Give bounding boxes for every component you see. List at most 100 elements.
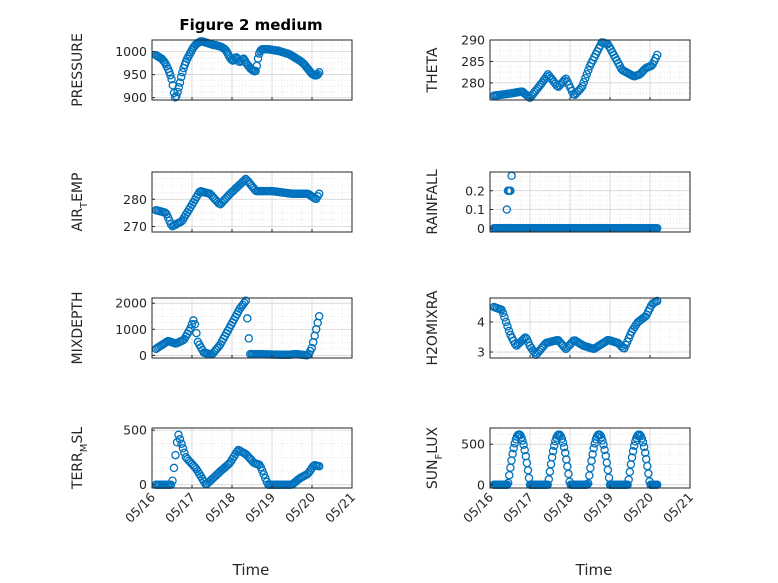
data-point: [523, 466, 533, 475]
data-point: [178, 444, 188, 453]
subplot-h2omixra: 3 4 H2OMIXRA: [425, 290, 691, 366]
sunflux-points: [489, 430, 662, 490]
sunflux-y-axis-label: SUNFLUX: [425, 426, 445, 489]
data-point: [640, 448, 650, 457]
data-point: [314, 189, 324, 199]
rainfall-y-axis-label: RAINFALL: [425, 169, 441, 234]
data-point: [508, 449, 517, 459]
x-tick-label: 05/19: [580, 489, 616, 525]
x-tick-label: 05/16: [122, 489, 158, 525]
y-tick-label: 1000: [115, 322, 147, 337]
data-point: [503, 322, 512, 331]
y-tick-label: 2000: [115, 296, 147, 311]
data-point: [258, 466, 267, 475]
data-point: [581, 73, 590, 83]
subplot-theta: 280 285 290 THETA: [425, 33, 691, 103]
data-point: [307, 343, 316, 353]
data-point: [314, 68, 324, 77]
subplot-grid: 900 950 1000 PRESSURE 280 285 290 THETA 270 280 AI…: [70, 33, 696, 526]
data-point: [600, 445, 609, 455]
data-point: [579, 77, 589, 87]
data-point: [639, 442, 649, 452]
data-point: [644, 469, 653, 478]
data-point: [652, 296, 662, 306]
y-tick-label: 500: [123, 423, 147, 438]
airtemp-y-axis-label: AIRTEMP: [70, 173, 90, 232]
data-point: [189, 316, 198, 325]
mixdepth-axes-frame: [151, 297, 353, 359]
data-point: [505, 470, 514, 480]
subplot-mixdepth: 0 1000 2000 MIXDEPTH: [70, 292, 353, 364]
data-point: [500, 313, 509, 322]
sunflux-axes-frame: [489, 427, 691, 489]
data-point: [524, 473, 534, 483]
data-point: [583, 479, 593, 488]
subplot-airtemp: 270 280 AIRTEMP: [70, 171, 353, 234]
data-point: [507, 171, 516, 181]
data-point: [314, 312, 324, 321]
data-point: [518, 436, 527, 445]
airtemp-axes-frame: [151, 171, 353, 233]
data-point: [502, 205, 512, 214]
data-point: [603, 465, 613, 475]
data-point: [549, 441, 559, 450]
data-point: [509, 443, 518, 453]
data-point: [251, 66, 260, 76]
x-tick-label: 05/16: [460, 489, 496, 525]
theta-y-axis-label: THETA: [425, 47, 441, 93]
y-tick-label: 0: [139, 477, 147, 492]
pressure-points: [151, 37, 324, 102]
data-point: [168, 476, 177, 485]
y-tick-label: 4: [477, 315, 485, 330]
data-point: [498, 308, 508, 318]
subplot-terrmsl: 0 500 05/16 05/17 05/18 05/19 05/20 05/21 TERRMS…: [70, 423, 358, 526]
x-tick-label: 05/18: [540, 489, 576, 525]
data-point: [504, 326, 514, 336]
data-point: [240, 176, 249, 185]
theta-points: [489, 38, 662, 103]
data-point: [174, 83, 184, 92]
data-point: [240, 298, 249, 308]
y-tick-label: 285: [461, 54, 485, 69]
h2omixra-y-axis-label: H2OMIXRA: [425, 290, 441, 365]
data-point: [604, 473, 614, 482]
y-tick-label: 3: [477, 345, 485, 360]
data-point: [627, 453, 637, 462]
data-point: [545, 467, 555, 476]
y-tick-label: 290: [461, 33, 485, 48]
data-point: [313, 69, 323, 79]
y-tick-label: 0.1: [465, 202, 485, 217]
data-point: [578, 81, 587, 91]
data-point: [236, 56, 246, 65]
pressure-y-axis-label: PRESSURE: [70, 33, 86, 107]
x-tick-label: 05/18: [202, 489, 238, 525]
mixdepth-points: [151, 296, 324, 360]
data-point: [175, 78, 185, 87]
data-point: [244, 334, 254, 343]
data-point: [558, 438, 568, 447]
data-point: [520, 445, 529, 455]
data-point: [178, 67, 187, 77]
data-point: [584, 65, 593, 75]
y-tick-label: 280: [123, 192, 147, 207]
terrmsl-y-axis-label: TERRMSL: [70, 427, 90, 490]
data-point: [557, 434, 567, 444]
rainfall-points: [489, 171, 662, 233]
x-axis-label-right: Time: [575, 561, 613, 579]
y-tick-label: 500: [461, 437, 485, 452]
data-point: [174, 430, 183, 440]
y-tick-label: 1000: [115, 44, 147, 59]
x-tick-label: 05/17: [500, 490, 536, 526]
data-point: [166, 70, 175, 80]
data-point: [177, 217, 186, 226]
rainfall-axes-frame: [489, 171, 691, 233]
data-point: [559, 442, 569, 452]
data-point: [187, 320, 197, 329]
data-point: [167, 75, 176, 84]
data-point: [506, 186, 515, 196]
data-point: [589, 444, 598, 453]
terrmsl-axes-frame: [151, 427, 353, 489]
data-point: [160, 57, 169, 67]
data-point: [629, 441, 639, 451]
